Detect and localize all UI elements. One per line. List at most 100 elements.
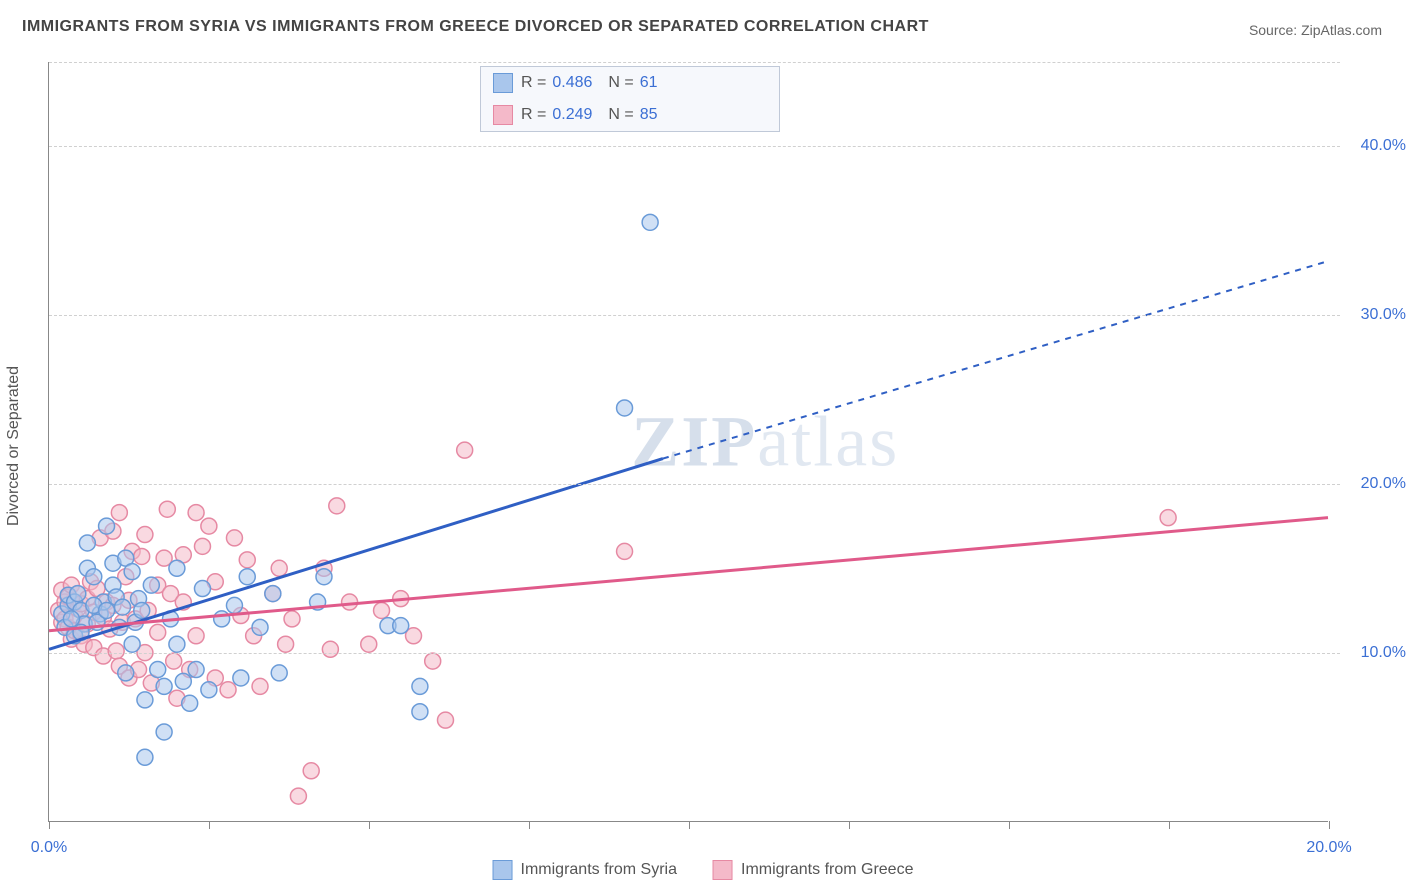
gridline [49, 484, 1340, 485]
source-attribution: Source: ZipAtlas.com [1249, 22, 1382, 38]
data-point [361, 636, 377, 652]
gridline [49, 315, 1340, 316]
data-point [194, 581, 210, 597]
data-point [265, 586, 281, 602]
trend-line-extrapolated [663, 261, 1328, 458]
scatter-plot [49, 62, 1328, 821]
legend-label: Immigrants from Greece [741, 861, 913, 879]
x-tick-mark [689, 821, 690, 829]
data-point [457, 442, 473, 458]
legend-item-syria: Immigrants from Syria [493, 860, 677, 880]
data-point [194, 538, 210, 554]
data-point [150, 662, 166, 678]
swatch-greece [493, 105, 513, 125]
stats-legend: R = 0.486 N = 61 R = 0.249 N = 85 [480, 66, 780, 132]
gridline [49, 653, 1340, 654]
data-point [99, 518, 115, 534]
x-tick-mark [369, 821, 370, 829]
data-point [156, 678, 172, 694]
data-point [220, 682, 236, 698]
data-point [169, 560, 185, 576]
swatch-syria [493, 860, 513, 880]
x-tick-mark [1329, 821, 1330, 829]
data-point [303, 763, 319, 779]
data-point [137, 527, 153, 543]
data-point [271, 665, 287, 681]
data-point [1160, 510, 1176, 526]
data-point [99, 602, 115, 618]
data-point [201, 518, 217, 534]
data-point [182, 695, 198, 711]
data-point [159, 501, 175, 517]
series-legend: Immigrants from Syria Immigrants from Gr… [493, 860, 914, 880]
data-point [322, 641, 338, 657]
data-point [201, 682, 217, 698]
x-tick-mark [1169, 821, 1170, 829]
legend-row-syria: R = 0.486 N = 61 [481, 67, 779, 99]
data-point [284, 611, 300, 627]
data-point [617, 400, 633, 416]
gridline [49, 62, 1340, 63]
x-tick-mark [209, 821, 210, 829]
swatch-greece [713, 860, 733, 880]
data-point [412, 704, 428, 720]
data-point [252, 619, 268, 635]
data-point [233, 670, 249, 686]
data-point [425, 653, 441, 669]
data-point [437, 712, 453, 728]
swatch-syria [493, 73, 513, 93]
data-point [188, 628, 204, 644]
data-point [239, 569, 255, 585]
data-point [214, 611, 230, 627]
data-point [329, 498, 345, 514]
data-point [79, 535, 95, 551]
data-point [316, 569, 332, 585]
data-point [63, 611, 79, 627]
x-tick-label: 0.0% [31, 839, 67, 857]
data-point [124, 636, 140, 652]
data-point [393, 618, 409, 634]
data-point [166, 653, 182, 669]
data-point [134, 602, 150, 618]
y-tick-label: 30.0% [1346, 306, 1406, 324]
data-point [118, 665, 134, 681]
data-point [342, 594, 358, 610]
x-tick-mark [849, 821, 850, 829]
data-point [115, 599, 131, 615]
data-point [70, 586, 86, 602]
data-point [108, 643, 124, 659]
gridline [49, 146, 1340, 147]
data-point [226, 530, 242, 546]
y-tick-label: 10.0% [1346, 644, 1406, 662]
x-tick-mark [49, 821, 50, 829]
chart-area: ZIPatlas 10.0%20.0%30.0%40.0%0.0%20.0% [48, 62, 1328, 822]
data-point [124, 564, 140, 580]
data-point [188, 662, 204, 678]
data-point [175, 673, 191, 689]
y-axis-label: Divorced or Separated [5, 366, 23, 526]
data-point [169, 636, 185, 652]
data-point [137, 692, 153, 708]
data-point [278, 636, 294, 652]
data-point [188, 505, 204, 521]
data-point [111, 505, 127, 521]
y-tick-label: 20.0% [1346, 475, 1406, 493]
chart-title: IMMIGRANTS FROM SYRIA VS IMMIGRANTS FROM… [22, 18, 929, 36]
legend-row-greece: R = 0.249 N = 85 [481, 99, 779, 131]
data-point [642, 214, 658, 230]
data-point [412, 678, 428, 694]
x-tick-mark [529, 821, 530, 829]
data-point [239, 552, 255, 568]
data-point [86, 569, 102, 585]
data-point [143, 577, 159, 593]
data-point [137, 749, 153, 765]
data-point [226, 597, 242, 613]
data-point [617, 543, 633, 559]
legend-label: Immigrants from Syria [521, 861, 677, 879]
data-point [156, 724, 172, 740]
legend-item-greece: Immigrants from Greece [713, 860, 913, 880]
data-point [271, 560, 287, 576]
data-point [150, 624, 166, 640]
data-point [252, 678, 268, 694]
data-point [134, 548, 150, 564]
